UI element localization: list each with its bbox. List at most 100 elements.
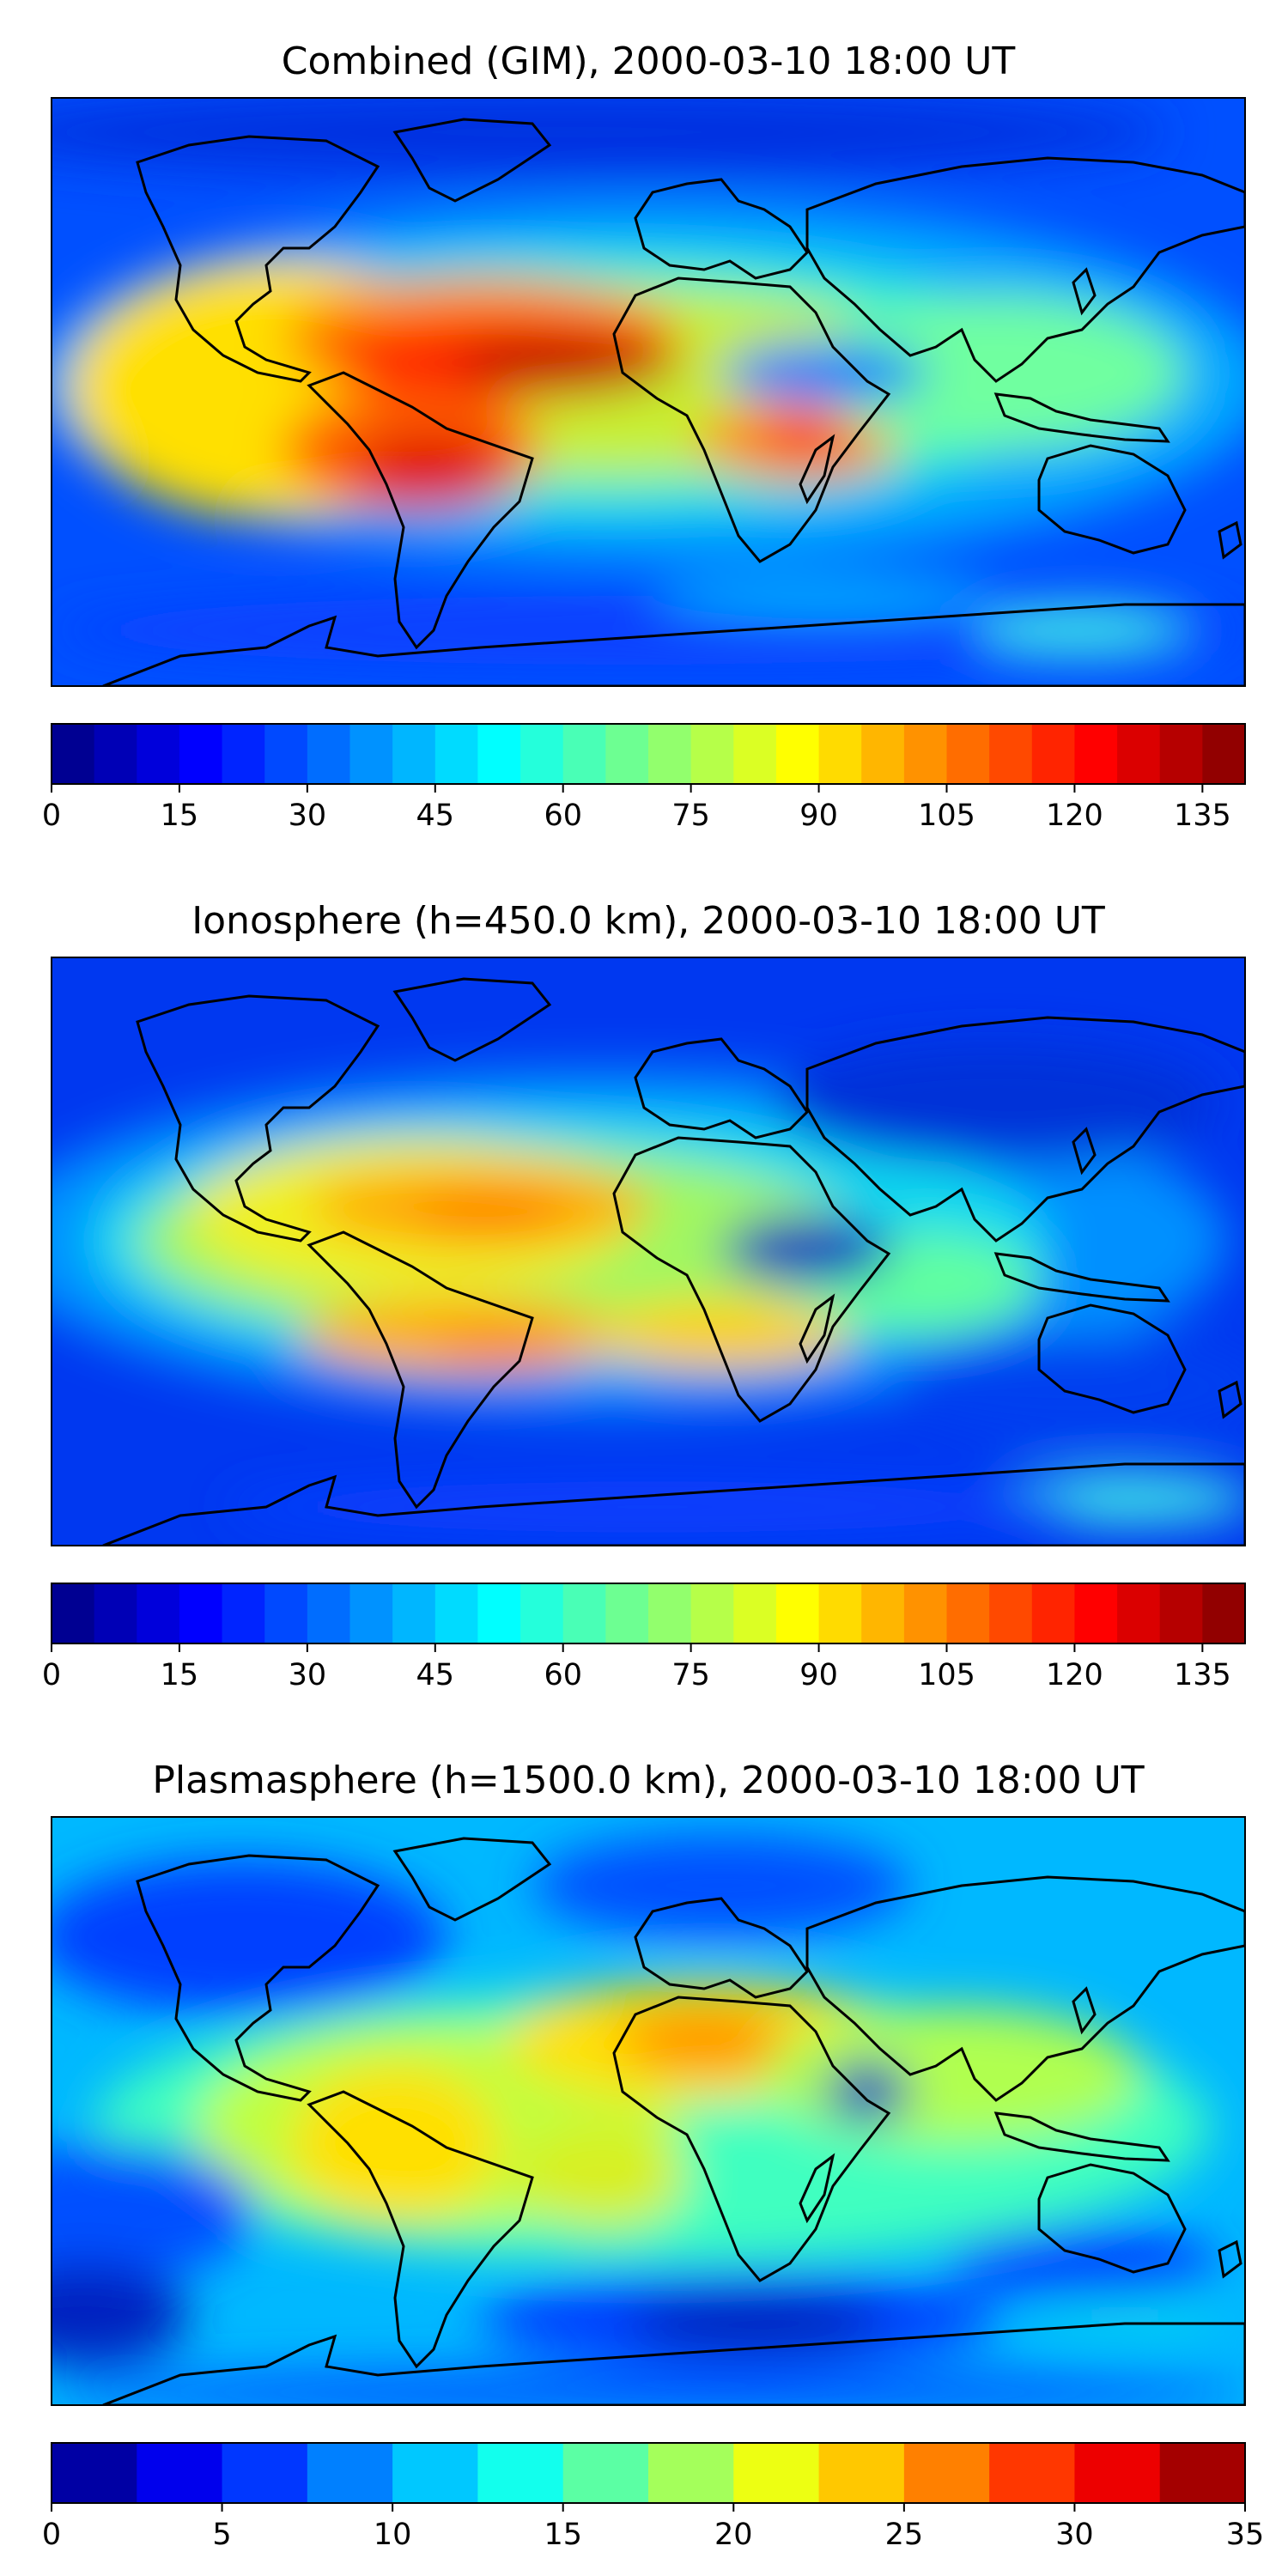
colorbar-level [307,724,351,784]
colorbar-level [861,1583,905,1643]
colorbar-level [605,724,649,784]
colorbar-level [989,724,1033,784]
panel2-title: Ionosphere (h=450.0 km), 2000-03-10 18:0… [191,899,1105,943]
panel2-map [52,957,1245,1546]
colorbar-level [690,1583,734,1643]
colorbar-level [222,2443,308,2503]
colorbar-tick-label: 105 [918,799,975,833]
colorbar-level [562,2443,649,2503]
colorbar-level [775,1583,820,1643]
colorbar-level [520,724,564,784]
colorbar-level [434,724,479,784]
panel3-title: Plasmasphere (h=1500.0 km), 2000-03-10 1… [152,1759,1144,1802]
colorbar-level [520,1583,564,1643]
colorbar-tick-label: 45 [416,1658,455,1692]
colorbar-level [52,1583,95,1643]
panel1-colorbar-ticks: 0 15 30 45 60 75 90 105 120 135 [42,784,1231,833]
colorbar-level [690,724,734,784]
panel2-colorbar [52,1583,1246,1643]
colorbar-level [477,1583,521,1643]
panel1-title: Combined (GIM), 2000-03-10 18:00 UT [282,39,1016,83]
panel3-colorbar-ticks: 0 5 10 15 20 25 30 35 [42,2503,1264,2552]
colorbar-level [392,724,436,784]
colorbar-level [818,2443,905,2503]
colorbar-level [94,1583,137,1643]
panel2-frame [51,957,1246,1546]
colorbar-level [903,1583,948,1643]
colorbar-tick-label: 75 [671,1658,710,1692]
colorbar-tick-label: 5 [212,2518,231,2552]
colorbar-level [1074,2443,1161,2503]
colorbar-tick-label: 60 [544,799,582,833]
colorbar-tick-label: 60 [544,1658,582,1692]
colorbar-level [477,724,521,784]
colorbar-tick-label: 90 [799,799,838,833]
panel2-colorbar-ticks: 0 15 30 45 60 75 90 105 120 135 [42,1643,1231,1692]
colorbar-level [1159,2443,1246,2503]
colorbar-level [733,724,777,784]
panel3-map [52,1817,1245,2405]
colorbar-level [1074,1583,1118,1643]
colorbar-tick-label: 0 [42,1658,61,1692]
colorbar-level [1074,724,1118,784]
colorbar-level [648,1583,692,1643]
colorbar-level [1202,1583,1246,1643]
colorbar-level [392,2443,479,2503]
colorbar-tick-label: 15 [544,2518,582,2552]
colorbar-level [733,2443,820,2503]
colorbar-level [137,724,180,784]
colorbar-level [477,2443,564,2503]
colorbar-level [137,2443,223,2503]
colorbar-level [349,724,393,784]
panel1-frame [51,97,1246,687]
colorbar-level [434,1583,479,1643]
colorbar-level [307,2443,393,2503]
colorbar-level [861,724,905,784]
colorbar-tick-label: 30 [289,799,327,833]
colorbar-level [648,2443,734,2503]
colorbar-level [733,1583,777,1643]
colorbar-level [222,724,265,784]
colorbar-tick-label: 75 [671,799,710,833]
colorbar-tick-label: 15 [161,799,199,833]
colorbar-level [989,1583,1033,1643]
colorbar-level [52,2443,137,2503]
colorbar-level [818,724,862,784]
colorbar-level [392,1583,436,1643]
colorbar-level [605,1583,649,1643]
colorbar-tick-label: 15 [161,1658,199,1692]
colorbar-tick-label: 135 [1174,1658,1231,1692]
colorbar-tick-label: 120 [1046,1658,1103,1692]
colorbar-tick-label: 20 [714,2518,753,2552]
colorbar-level [307,1583,351,1643]
colorbar-tick-label: 0 [42,799,61,833]
colorbar-tick-label: 0 [42,2518,61,2552]
colorbar-tick-label: 120 [1046,799,1103,833]
colorbar-tick-label: 30 [1055,2518,1094,2552]
colorbar-tick-label: 30 [289,1658,327,1692]
colorbar-level [1031,724,1076,784]
colorbar-level [1117,1583,1161,1643]
colorbar-level [52,724,95,784]
colorbar-tick-label: 45 [416,799,455,833]
colorbar-level [222,1583,265,1643]
colorbar-level [179,724,223,784]
colorbar-level [946,724,990,784]
colorbar-level [648,724,692,784]
panel3-colorbar [52,2443,1246,2503]
colorbar-level [903,2443,990,2503]
colorbar-level [1202,724,1246,784]
colorbar-level [264,1583,308,1643]
colorbar-level [264,724,308,784]
colorbar-level [946,1583,990,1643]
colorbar-level [1031,1583,1076,1643]
colorbar-level [1117,724,1161,784]
colorbar-level [94,724,137,784]
colorbar-level [903,724,948,784]
colorbar-level [1159,724,1203,784]
panel1-colorbar [52,724,1246,784]
colorbar-level [1159,1583,1203,1643]
colorbar-level [137,1583,180,1643]
colorbar-tick-label: 35 [1226,2518,1265,2552]
colorbar-level [775,724,820,784]
